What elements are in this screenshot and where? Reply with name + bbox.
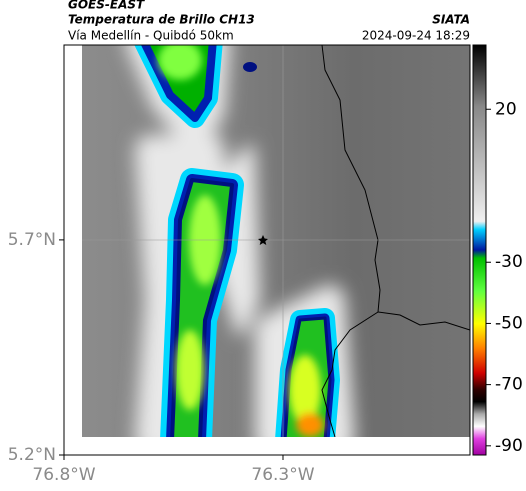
colorbar (472, 44, 487, 456)
x-tick-label: 76.8°W (32, 465, 95, 485)
timestamp: 2024-09-24 18:29 (362, 29, 470, 43)
map-frame (63, 44, 471, 456)
colorbar-tick-label: -30 (495, 252, 523, 272)
y-tick-label: 5.7°N (8, 230, 56, 250)
colorbar-tick-label: -90 (495, 436, 523, 456)
source: SIATA (432, 13, 470, 27)
satellite-image (82, 45, 470, 437)
subtitle: Temperatura de Brillo CH13 (68, 13, 255, 27)
colorbar-tick-label: -70 (495, 375, 523, 395)
y-tick-label: 5.2°N (8, 445, 56, 465)
colorbar-tick-label: -50 (495, 313, 523, 333)
route: Vía Medellín - Quibdó 50km (68, 29, 234, 43)
x-tick-label: 76.3°W (251, 465, 314, 485)
colorbar-tick-label: 20 (495, 99, 517, 119)
city-marker (258, 235, 268, 245)
title: GOES-EAST (68, 0, 145, 12)
